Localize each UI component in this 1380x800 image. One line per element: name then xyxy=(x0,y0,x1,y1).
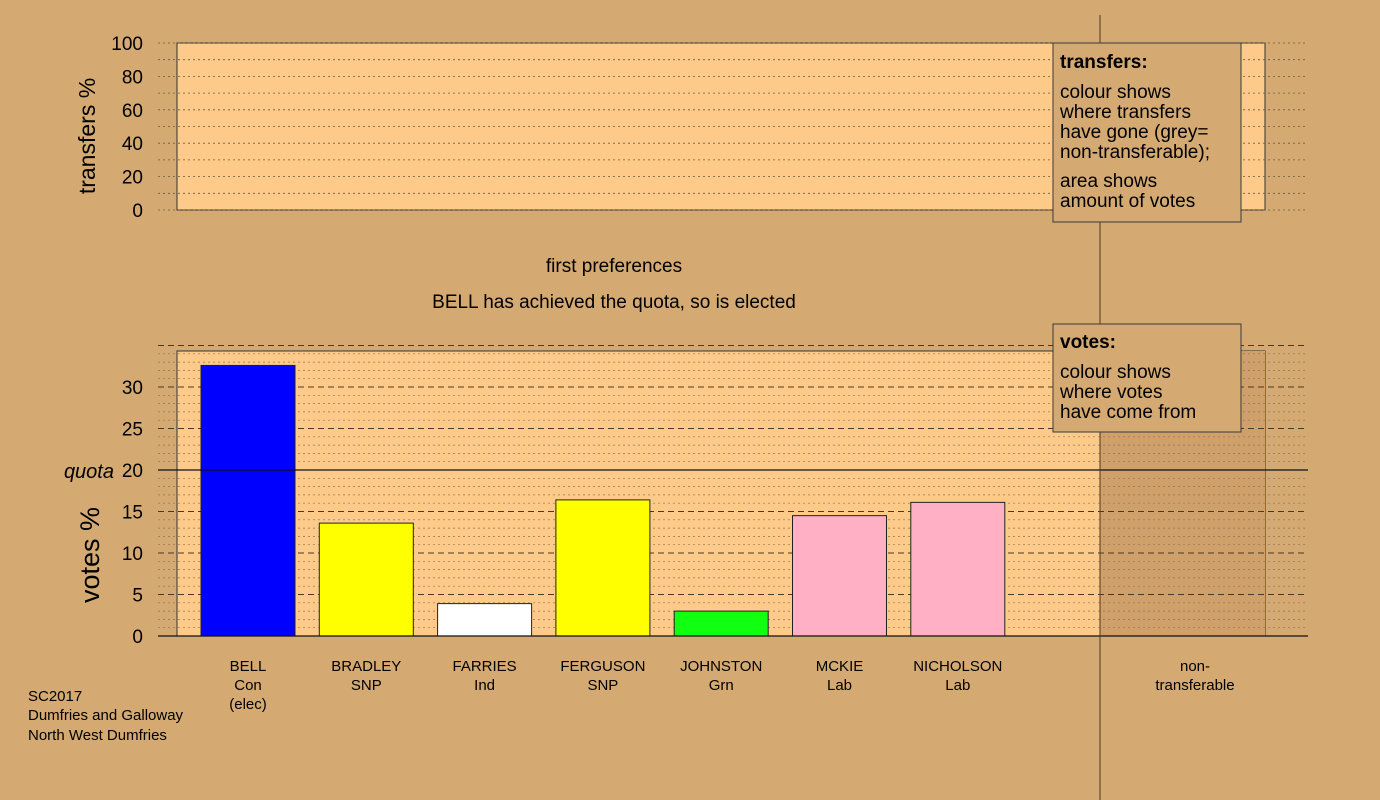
candidate-party-label: Lab xyxy=(945,677,970,694)
footer-ward: North West Dumfries xyxy=(28,727,167,744)
transfers-legend-line: non-transferable); xyxy=(1060,142,1210,163)
transfers-tick-label: 20 xyxy=(122,168,143,189)
candidate-name-label: FARRIES xyxy=(453,658,517,675)
candidate-party-label: Grn xyxy=(709,677,734,694)
transfers-tick-label: 60 xyxy=(122,101,143,122)
bar-bell xyxy=(200,364,296,637)
votes-legend-heading: votes: xyxy=(1060,332,1116,353)
candidate-status-label: (elec) xyxy=(229,696,267,713)
candidate-party-label: SNP xyxy=(587,677,618,694)
stage-title: first preferences xyxy=(546,256,682,277)
footer: SC2017 Dumfries and Galloway North West … xyxy=(28,688,184,744)
transfers-axis-label: transfers % xyxy=(74,78,100,194)
votes-axis-label: votes % xyxy=(75,507,105,603)
votes-legend: votes: colour shows where votes have com… xyxy=(1052,323,1242,433)
candidate-name-label: MCKIE xyxy=(816,658,864,675)
transfers-legend-line: where transfers xyxy=(1059,102,1191,123)
non-transferable-label: transferable xyxy=(1155,677,1234,694)
footer-election: SC2017 xyxy=(28,688,82,705)
bar-ferguson xyxy=(555,499,651,637)
candidate-party-label: Lab xyxy=(827,677,852,694)
bar-nicholson xyxy=(910,501,1006,637)
votes-legend-line: colour shows xyxy=(1060,362,1171,383)
candidate-name-label: FERGUSON xyxy=(560,658,645,675)
transfers-legend-line: area shows xyxy=(1060,171,1157,192)
candidate-party-label: Con xyxy=(234,677,262,694)
transfers-legend-line: have gone (grey= xyxy=(1060,122,1208,143)
votes-tick-label: 15 xyxy=(122,503,143,524)
votes-tick-label: 20 xyxy=(122,461,143,482)
transfers-tick-label: 80 xyxy=(122,67,143,88)
footer-council: Dumfries and Galloway xyxy=(28,707,184,724)
transfers-tick-label: 0 xyxy=(132,201,143,222)
votes-tick-label: 25 xyxy=(122,420,143,441)
candidate-party-label: SNP xyxy=(351,677,382,694)
bar-johnston xyxy=(673,610,769,637)
bar-farries xyxy=(437,603,533,637)
transfers-legend-line: colour shows xyxy=(1060,82,1171,103)
candidate-name-label: JOHNSTON xyxy=(680,658,762,675)
transfers-legend-heading: transfers: xyxy=(1060,52,1148,73)
quota-label: quota xyxy=(64,461,114,483)
votes-tick-label: 5 xyxy=(132,586,143,607)
non-transferable-label: non- xyxy=(1180,658,1210,675)
candidate-party-label: Ind xyxy=(474,677,495,694)
votes-legend-line: have come from xyxy=(1060,402,1196,423)
transfers-legend-line: amount of votes xyxy=(1060,191,1195,212)
votes-legend-line: where votes xyxy=(1059,382,1162,403)
bar-bradley xyxy=(318,522,414,637)
transfers-tick-label: 100 xyxy=(111,34,143,55)
votes-tick-label: 10 xyxy=(122,544,143,565)
transfers-tick-label: 40 xyxy=(122,134,143,155)
votes-tick-label: 30 xyxy=(122,378,143,399)
stage-subtitle: BELL has achieved the quota, so is elect… xyxy=(432,292,796,313)
candidate-name-label: NICHOLSON xyxy=(913,658,1002,675)
candidate-name-label: BRADLEY xyxy=(331,658,401,675)
transfers-legend: transfers: colour shows where transfers … xyxy=(1052,42,1242,223)
votes-tick-label: 0 xyxy=(132,627,143,648)
bar-mckie xyxy=(792,515,887,637)
candidate-name-label: BELL xyxy=(230,658,267,675)
